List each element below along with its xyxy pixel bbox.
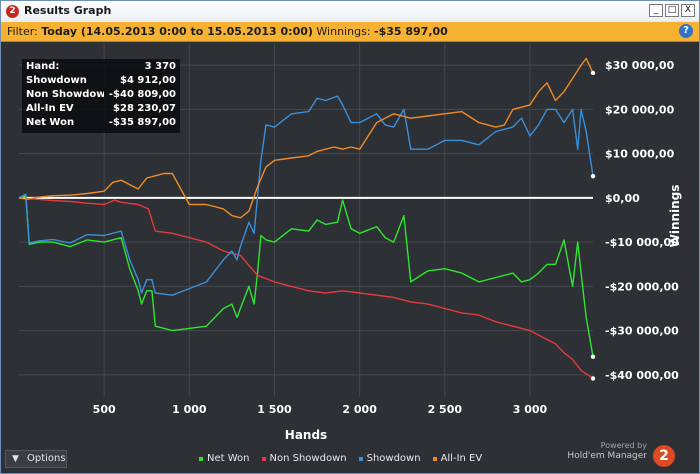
powered-by-text: Powered by Hold'em Manager <box>565 441 647 461</box>
stat-label: Net Won <box>26 117 75 128</box>
stat-label: Showdown <box>26 75 87 86</box>
x-tick-label: 3 000 <box>513 403 548 416</box>
series-line-non-showdown <box>18 197 594 380</box>
chevron-down-icon: ▼ <box>12 454 19 464</box>
y-tick-label: -$10 000,00 <box>605 236 679 249</box>
close-button[interactable]: X <box>681 4 695 17</box>
help-icon[interactable]: ? <box>679 24 693 38</box>
legend-item-net-won[interactable]: Net Won <box>199 453 250 464</box>
legend-label: Net Won <box>207 453 250 464</box>
legend-swatch <box>261 456 266 461</box>
y-tick-label: -$20 000,00 <box>605 280 679 293</box>
stat-row-hand: Hand: 3 370 <box>26 61 178 75</box>
powered-by-line: Powered by <box>600 441 647 450</box>
series-line-all-in-ev <box>18 57 594 219</box>
app-logo-icon: 2 <box>6 5 19 18</box>
legend-item-all-in-ev[interactable]: All-In EV <box>432 453 483 464</box>
legend-label: All-In EV <box>440 453 483 464</box>
series-line-showdown <box>18 95 594 296</box>
legend-item-showdown[interactable]: Showdown <box>358 453 421 464</box>
y-axis-title: Winnings <box>668 185 682 248</box>
options-label: Options <box>27 453 66 464</box>
y-tick-label: -$30 000,00 <box>605 325 679 338</box>
stat-value: $4 912,00 <box>120 75 176 86</box>
chart-legend: Net Won Non Showdown Showdown All-In EV <box>199 453 482 464</box>
y-tick-label: -$40 000,00 <box>605 369 679 382</box>
y-tick-label: $0,00 <box>605 192 640 205</box>
winnings-label: Winnings: <box>316 25 371 38</box>
filter-prefix: Filter: <box>7 25 38 38</box>
title-bar[interactable]: 2 Results Graph _ □ X <box>1 1 699 23</box>
stat-row-showdown: Showdown $4 912,00 <box>26 75 178 89</box>
series-end-point <box>590 173 596 179</box>
stat-label: Hand: <box>26 61 60 72</box>
options-button[interactable]: ▼ Options <box>5 450 67 468</box>
stat-row-net-won: Net Won -$35 897,00 <box>26 117 178 131</box>
x-tick-label: 500 <box>93 403 116 416</box>
legend-item-non-showdown[interactable]: Non Showdown <box>261 453 347 464</box>
series-end-point <box>590 376 596 381</box>
maximize-button[interactable]: □ <box>665 4 679 17</box>
legend-label: Non Showdown <box>269 453 347 464</box>
x-tick-label: 1 500 <box>257 403 292 416</box>
stat-row-non-showdown: Non Showdown -$40 809,00 <box>26 89 178 103</box>
filter-summary: Filter: Today (14.05.2013 0:00 to 15.05.… <box>7 25 448 38</box>
legend-label: Showdown <box>366 453 421 464</box>
powered-by-brand: Hold'em Manager <box>567 451 647 461</box>
filter-bar: Filter: Today (14.05.2013 0:00 to 15.05.… <box>1 22 699 42</box>
stat-label: Non Showdown <box>26 89 104 100</box>
stat-value: 3 370 <box>144 61 176 72</box>
x-axis-title: Hands <box>285 428 327 442</box>
holdem-manager-logo-icon: 2 <box>653 445 675 467</box>
y-tick-label: $20 000,00 <box>605 103 675 116</box>
legend-swatch <box>199 456 203 461</box>
y-tick-label: $30 000,00 <box>605 59 675 72</box>
stat-value: -$35 897,00 <box>108 117 176 128</box>
x-tick-label: 1 000 <box>172 403 207 416</box>
y-tick-label: $10 000,00 <box>605 148 675 161</box>
stats-overlay: Hand: 3 370 Showdown $4 912,00 Non Showd… <box>22 59 180 133</box>
legend-swatch <box>358 456 363 461</box>
x-tick-label: 2 500 <box>428 403 463 416</box>
filter-value: Today (14.05.2013 0:00 to 15.05.2013 0:0… <box>41 25 313 38</box>
minimize-button[interactable]: _ <box>649 4 663 17</box>
window-controls: _ □ X <box>649 4 695 17</box>
series-line-net-won <box>18 194 594 357</box>
window-title: Results Graph <box>24 4 112 17</box>
x-tick-label: 2 000 <box>342 403 377 416</box>
stat-value: $28 230,07 <box>113 103 176 114</box>
stat-label: All-In EV <box>26 103 74 114</box>
winnings-value: -$35 897,00 <box>374 25 448 38</box>
stat-value: -$40 809,00 <box>108 89 176 100</box>
series-end-point <box>590 70 596 76</box>
stat-row-all-in-ev: All-In EV $28 230,07 <box>26 103 178 117</box>
series-end-point <box>590 354 596 359</box>
legend-swatch <box>432 456 437 461</box>
